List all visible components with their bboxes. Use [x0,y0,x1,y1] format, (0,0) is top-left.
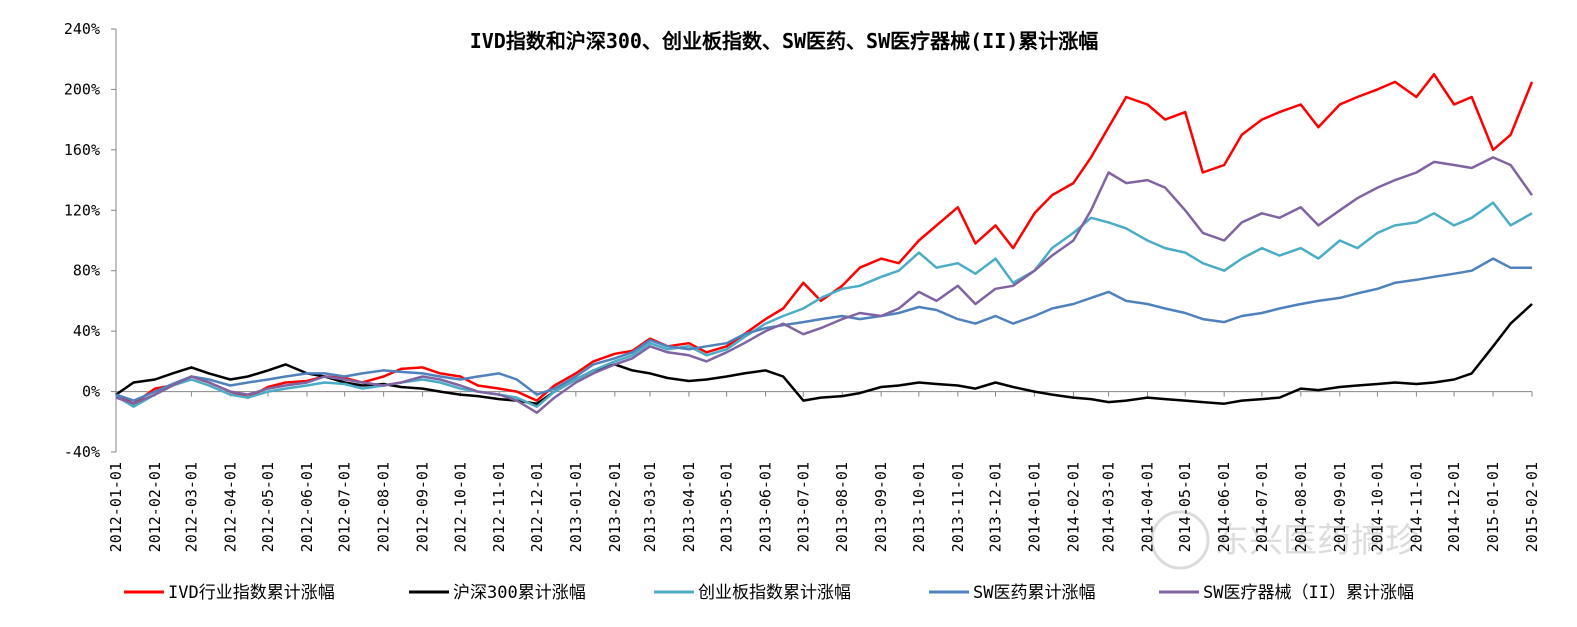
x-tick-label: 2012-10-01 [451,462,469,552]
x-tick-label: 2014-05-01 [1176,462,1194,552]
x-tick-label: 2012-11-01 [490,462,508,552]
x-tick-label: 2014-01-01 [1025,462,1043,552]
x-tick-label: 2012-02-01 [146,462,164,552]
chart-title: IVD指数和沪深300、创业板指数、SW医药、SW医疗器械(II)累计涨幅 [470,29,1099,53]
x-tick-label: 2013-12-01 [987,462,1005,552]
x-tick-label: 2012-09-01 [414,462,432,552]
x-tick-label: 2012-07-01 [336,462,354,552]
x-tick-label: 2014-03-01 [1100,462,1118,552]
series-line-4 [115,257,1532,402]
x-tick-label: 2013-11-01 [949,462,967,552]
series-lines [115,73,1534,414]
x-tick-label: 2012-12-01 [528,462,546,552]
y-tick-label: 80% [73,262,100,280]
legend-label: IVD行业指数累计涨幅 [168,583,335,603]
y-tick-label: -40% [64,443,100,461]
x-tick-label: 2013-07-01 [794,462,812,552]
x-tick-label: 2012-04-01 [221,462,239,552]
x-tick-label: 2014-06-01 [1215,462,1233,552]
watermark-logo-icon [1150,510,1210,570]
x-tick-label: 2012-05-01 [259,462,277,552]
y-tick-label: 160% [64,141,100,159]
y-tick-label: 40% [73,322,100,340]
x-tick-label: 2013-10-01 [910,462,928,552]
x-axis: 2012-01-01 2012-02-01 2012-03-01 2012-04-01… [107,391,1541,552]
legend: IVD行业指数累计涨幅 沪深300累计涨幅 创业板指数累计涨幅 SW医药累计涨幅 SW医… [124,583,1414,603]
y-tick-label: 120% [64,201,100,219]
legend-label: SW医药累计涨幅 [973,583,1095,603]
x-tick-label: 2012-08-01 [375,462,393,552]
x-tick-label: 2014-04-01 [1139,462,1157,552]
x-tick-label: 2013-04-01 [680,462,698,552]
x-tick-label: 2015-01-01 [1484,462,1502,552]
x-tick-label: 2014-10-01 [1368,462,1386,552]
legend-label: SW医疗器械（II）累计涨幅 [1203,583,1414,603]
y-tick-label: 240% [64,20,100,38]
watermark-text: 东兴医药摘珍 [1215,521,1419,561]
x-tick-label: 2014-07-01 [1253,462,1271,552]
x-tick-label: 2015-02-01 [1523,462,1541,552]
x-tick-label: 2014-12-01 [1445,462,1463,552]
x-tick-label: 2013-01-01 [567,462,585,552]
series-line-3 [115,201,1533,408]
x-tick-label: 2013-03-01 [641,462,659,552]
x-tick-label: 2013-05-01 [718,462,736,552]
x-tick-label: 2014-11-01 [1407,462,1425,552]
series-line-5 [115,156,1534,414]
watermark: 东兴医药摘珍 [1150,510,1419,570]
legend-label: 沪深300累计涨幅 [453,583,586,603]
x-tick-label: 2013-08-01 [833,462,851,552]
x-tick-label: 2013-09-01 [872,462,890,552]
y-tick-label: 0% [82,383,100,401]
x-tick-label: 2012-06-01 [298,462,316,552]
x-tick-label: 2012-01-01 [107,462,125,552]
series-line-1 [115,73,1534,405]
x-tick-label: 2013-02-01 [606,462,624,552]
x-tick-label: 2013-06-01 [757,462,775,552]
series-line-2 [115,303,1533,405]
legend-label: 创业板指数累计涨幅 [698,583,851,603]
y-tick-label: 200% [64,80,100,98]
y-axis: -40% 0% 40% 80% 120% 160% 200% 240% [64,20,117,461]
x-tick-label: 2014-02-01 [1064,462,1082,552]
x-tick-label: 2014-09-01 [1331,462,1349,552]
x-tick-label: 2014-08-01 [1292,462,1310,552]
x-tick-label: 2012-03-01 [182,462,200,552]
